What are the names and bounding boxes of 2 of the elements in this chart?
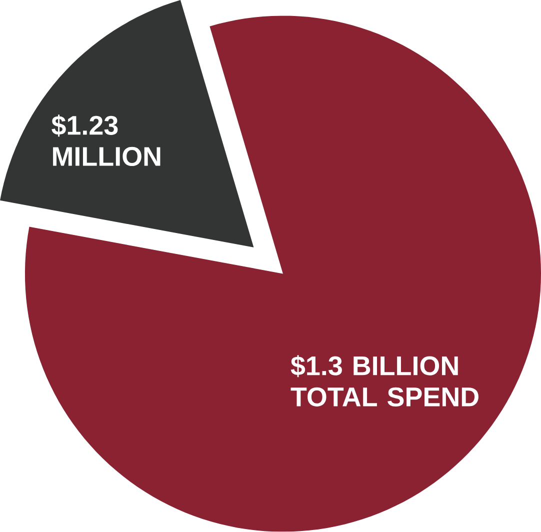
slice-label: $1.23 MILLION xyxy=(52,114,160,166)
slice-label: $1.3 BILLION TOTAL SPEND xyxy=(290,355,478,407)
